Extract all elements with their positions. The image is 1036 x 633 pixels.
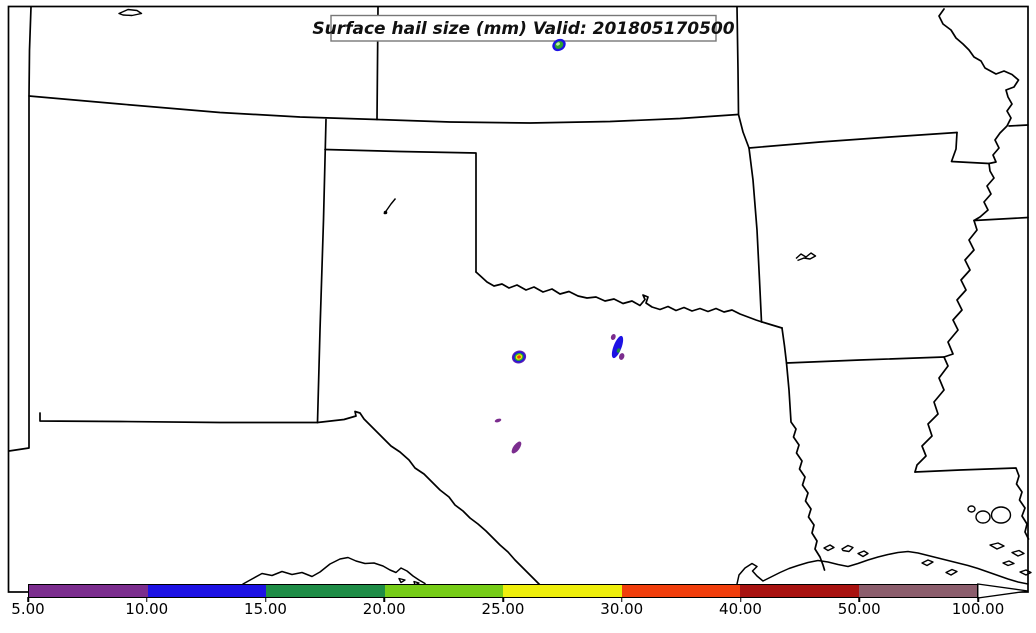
colorbar-tick-label: 50.00 bbox=[837, 600, 881, 618]
rio-grande-border bbox=[316, 410, 542, 587]
colorbar-segment-15-20 bbox=[266, 585, 385, 597]
marsh-island-1 bbox=[823, 544, 835, 552]
colorbar-tick-label: 10.00 bbox=[125, 600, 169, 618]
colorbar-tick-label: 40.00 bbox=[719, 600, 762, 618]
hail-objects-layer bbox=[494, 38, 625, 454]
colorbar-tick-label: 15.00 bbox=[244, 600, 287, 618]
hail-cell-texas-purple-dash bbox=[494, 418, 502, 423]
hail-cell-central-texas-round bbox=[511, 350, 527, 364]
hail-cell-kansas-ring bbox=[556, 42, 560, 46]
title-box bbox=[330, 14, 717, 42]
plot-frame bbox=[7, 5, 1029, 593]
lake-arkansas bbox=[795, 252, 817, 262]
lake-maurepas bbox=[967, 505, 976, 513]
state-border-la-ms-pearl bbox=[914, 467, 1030, 540]
colorbar bbox=[28, 584, 978, 598]
colorbar-segment-25-30 bbox=[503, 585, 622, 597]
state-border-mo-ar bbox=[748, 131, 958, 149]
barrier-island-3 bbox=[1002, 560, 1015, 567]
red-river-border bbox=[475, 271, 783, 329]
texas-coast bbox=[242, 556, 426, 585]
barrier-island-2 bbox=[1011, 549, 1025, 557]
colorbar-segment-30-40 bbox=[621, 585, 740, 597]
state-borders bbox=[8, 6, 1030, 587]
hail-cell-north-texas-streak-ring bbox=[618, 353, 625, 360]
colorbar-segment-10-15 bbox=[147, 585, 266, 597]
lake-pontchartrain-west bbox=[975, 510, 991, 524]
colorbar-tick-labels: 5.00 10.00 15.00 20.00 25.00 30.00 40.00 50.00 1… bbox=[11, 600, 1004, 620]
colorbar-segment-50-100 bbox=[858, 585, 977, 597]
hail-cell-north-texas-streak-ring bbox=[616, 348, 621, 353]
state-border-37n-parallel bbox=[28, 95, 739, 124]
colorbar-segment-20-25 bbox=[384, 585, 503, 597]
marsh-island-2 bbox=[841, 544, 854, 553]
hail-cell-central-texas-round-ring bbox=[517, 355, 521, 359]
lake-pontchartrain-east bbox=[990, 506, 1012, 524]
colorbar-extend-arrow-shape bbox=[977, 583, 1029, 599]
map-title: Surface hail size (mm) Valid: 2018051705… bbox=[312, 19, 734, 39]
colorbar-tick-label: 30.00 bbox=[600, 600, 644, 618]
mississippi-river-border bbox=[914, 8, 1020, 473]
hail-cell-texas-purple-streak-ring bbox=[511, 441, 522, 454]
colorbar-tick-label: 25.00 bbox=[481, 600, 525, 618]
hail-cell-north-texas-streak-ring bbox=[611, 335, 624, 359]
state-border-ok-panhandle bbox=[324, 148, 477, 273]
colorbar-segment-40-50 bbox=[740, 585, 859, 597]
colorbar-extend-arrow bbox=[977, 583, 1029, 599]
barrier-island-1 bbox=[989, 542, 1005, 550]
colorbar-segment-5-10 bbox=[29, 585, 148, 597]
lake-texas-panhandle-blob bbox=[383, 210, 388, 215]
marsh-island-5 bbox=[945, 568, 958, 576]
state-border-103w bbox=[316, 118, 327, 424]
colorbar-tick-label: 100.00 bbox=[951, 600, 1005, 618]
state-border-ar-la bbox=[785, 356, 945, 364]
hail-cell-north-texas-streak bbox=[610, 333, 625, 360]
marsh-island-4 bbox=[921, 559, 934, 567]
barrier-island-4 bbox=[1019, 569, 1032, 576]
state-border-tn-ms bbox=[973, 216, 1029, 222]
colorbar-tick-label: 20.00 bbox=[362, 600, 406, 618]
lake-top-left bbox=[118, 8, 143, 17]
hail-cell-north-texas-streak-ring bbox=[610, 333, 616, 341]
state-border-mo-bootheel bbox=[950, 131, 990, 165]
louisiana-coast bbox=[736, 550, 1029, 585]
tx-coast-island-1 bbox=[398, 577, 406, 584]
hail-cell-texas-purple-streak bbox=[511, 441, 522, 454]
marsh-island-3 bbox=[857, 550, 869, 558]
gulf-coastline bbox=[242, 550, 1029, 585]
colorbar-tick-label: 5.00 bbox=[11, 600, 45, 618]
hail-cell-texas-purple-dash-ring bbox=[494, 418, 502, 423]
hail-cell-kansas bbox=[552, 38, 566, 52]
state-border-ky-tn bbox=[1008, 124, 1029, 127]
state-border-tx-ar-la-sabine bbox=[781, 327, 826, 571]
lakes-and-islands bbox=[118, 8, 1032, 586]
state-border-32n bbox=[39, 412, 319, 424]
